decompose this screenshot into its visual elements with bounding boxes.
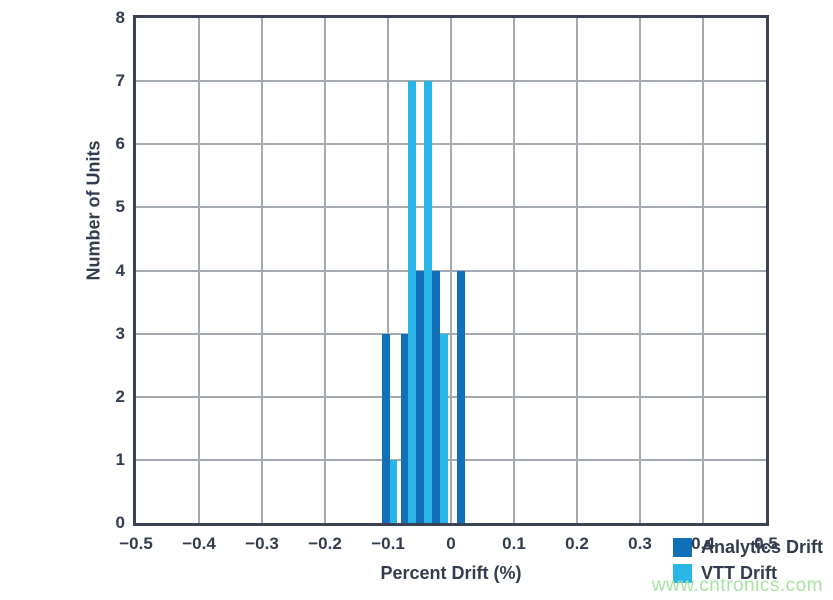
bar-analytics-drift-at--0.08	[400, 333, 409, 523]
gridline-y-1	[136, 458, 766, 461]
y-tick-label: 7	[115, 71, 125, 91]
y-tick-label: 5	[115, 197, 125, 217]
y-tick-label: 6	[115, 134, 125, 154]
vtt-drift-swatch	[672, 564, 692, 583]
y-tick-label: 0	[115, 513, 125, 532]
x-tick-label: −0.1	[371, 534, 405, 553]
bar-vtt-drift-at--0.0975	[389, 459, 398, 523]
bar-analytics-drift-at-0.01	[457, 270, 466, 523]
x-tick-label: 0	[446, 534, 456, 553]
bar-analytics-drift-at--0.055	[416, 270, 425, 523]
analytics-drift-swatch	[672, 538, 692, 557]
x-axis-title: Percent Drift (%)	[380, 563, 522, 583]
legend-item-vtt-drift: VTT Drift	[672, 563, 823, 584]
y-tick-label: 8	[115, 8, 125, 27]
bar-analytics-drift-at--0.03	[432, 270, 440, 523]
x-tick-label: 0.3	[628, 534, 652, 553]
y-tick-label: 4	[115, 260, 125, 280]
legend-label: Analytics Drift	[700, 537, 823, 557]
x-tick-label: 0.2	[565, 534, 589, 553]
plot-area	[133, 15, 769, 526]
gridline-y-2	[136, 395, 766, 398]
y-tick-label: 2	[115, 386, 125, 406]
gridline-y-3	[136, 332, 766, 335]
bar-vtt-drift-at--0.0175	[439, 333, 448, 523]
bar-vtt-drift-at--0.0425	[424, 81, 433, 523]
watermark: www.cntronics.com	[651, 575, 823, 596]
gridline-y-7	[136, 80, 766, 83]
legend: Analytics Drift VTT Drift	[672, 537, 823, 584]
x-tick-label: 0.4	[691, 534, 715, 553]
legend-label: VTT Drift	[700, 563, 777, 583]
x-tick-label: −0.3	[245, 534, 279, 553]
bar-vtt-drift-at--0.0675	[408, 81, 417, 523]
y-tick-label: 3	[115, 323, 125, 343]
gridline-y-5	[136, 206, 766, 209]
bar-analytics-drift-at--0.11	[381, 333, 390, 523]
y-tick-label: 1	[115, 449, 125, 469]
gridline-y-4	[136, 269, 766, 272]
legend-item-analytics-drift: Analytics Drift	[672, 537, 823, 558]
x-tick-label: −0.5	[119, 534, 153, 553]
x-tick-label: 0.1	[502, 534, 526, 553]
x-tick-label: −0.4	[182, 534, 216, 553]
x-tick-label: 0.5	[754, 534, 778, 553]
gridline-y-6	[136, 143, 766, 146]
x-tick-label: −0.2	[308, 534, 342, 553]
